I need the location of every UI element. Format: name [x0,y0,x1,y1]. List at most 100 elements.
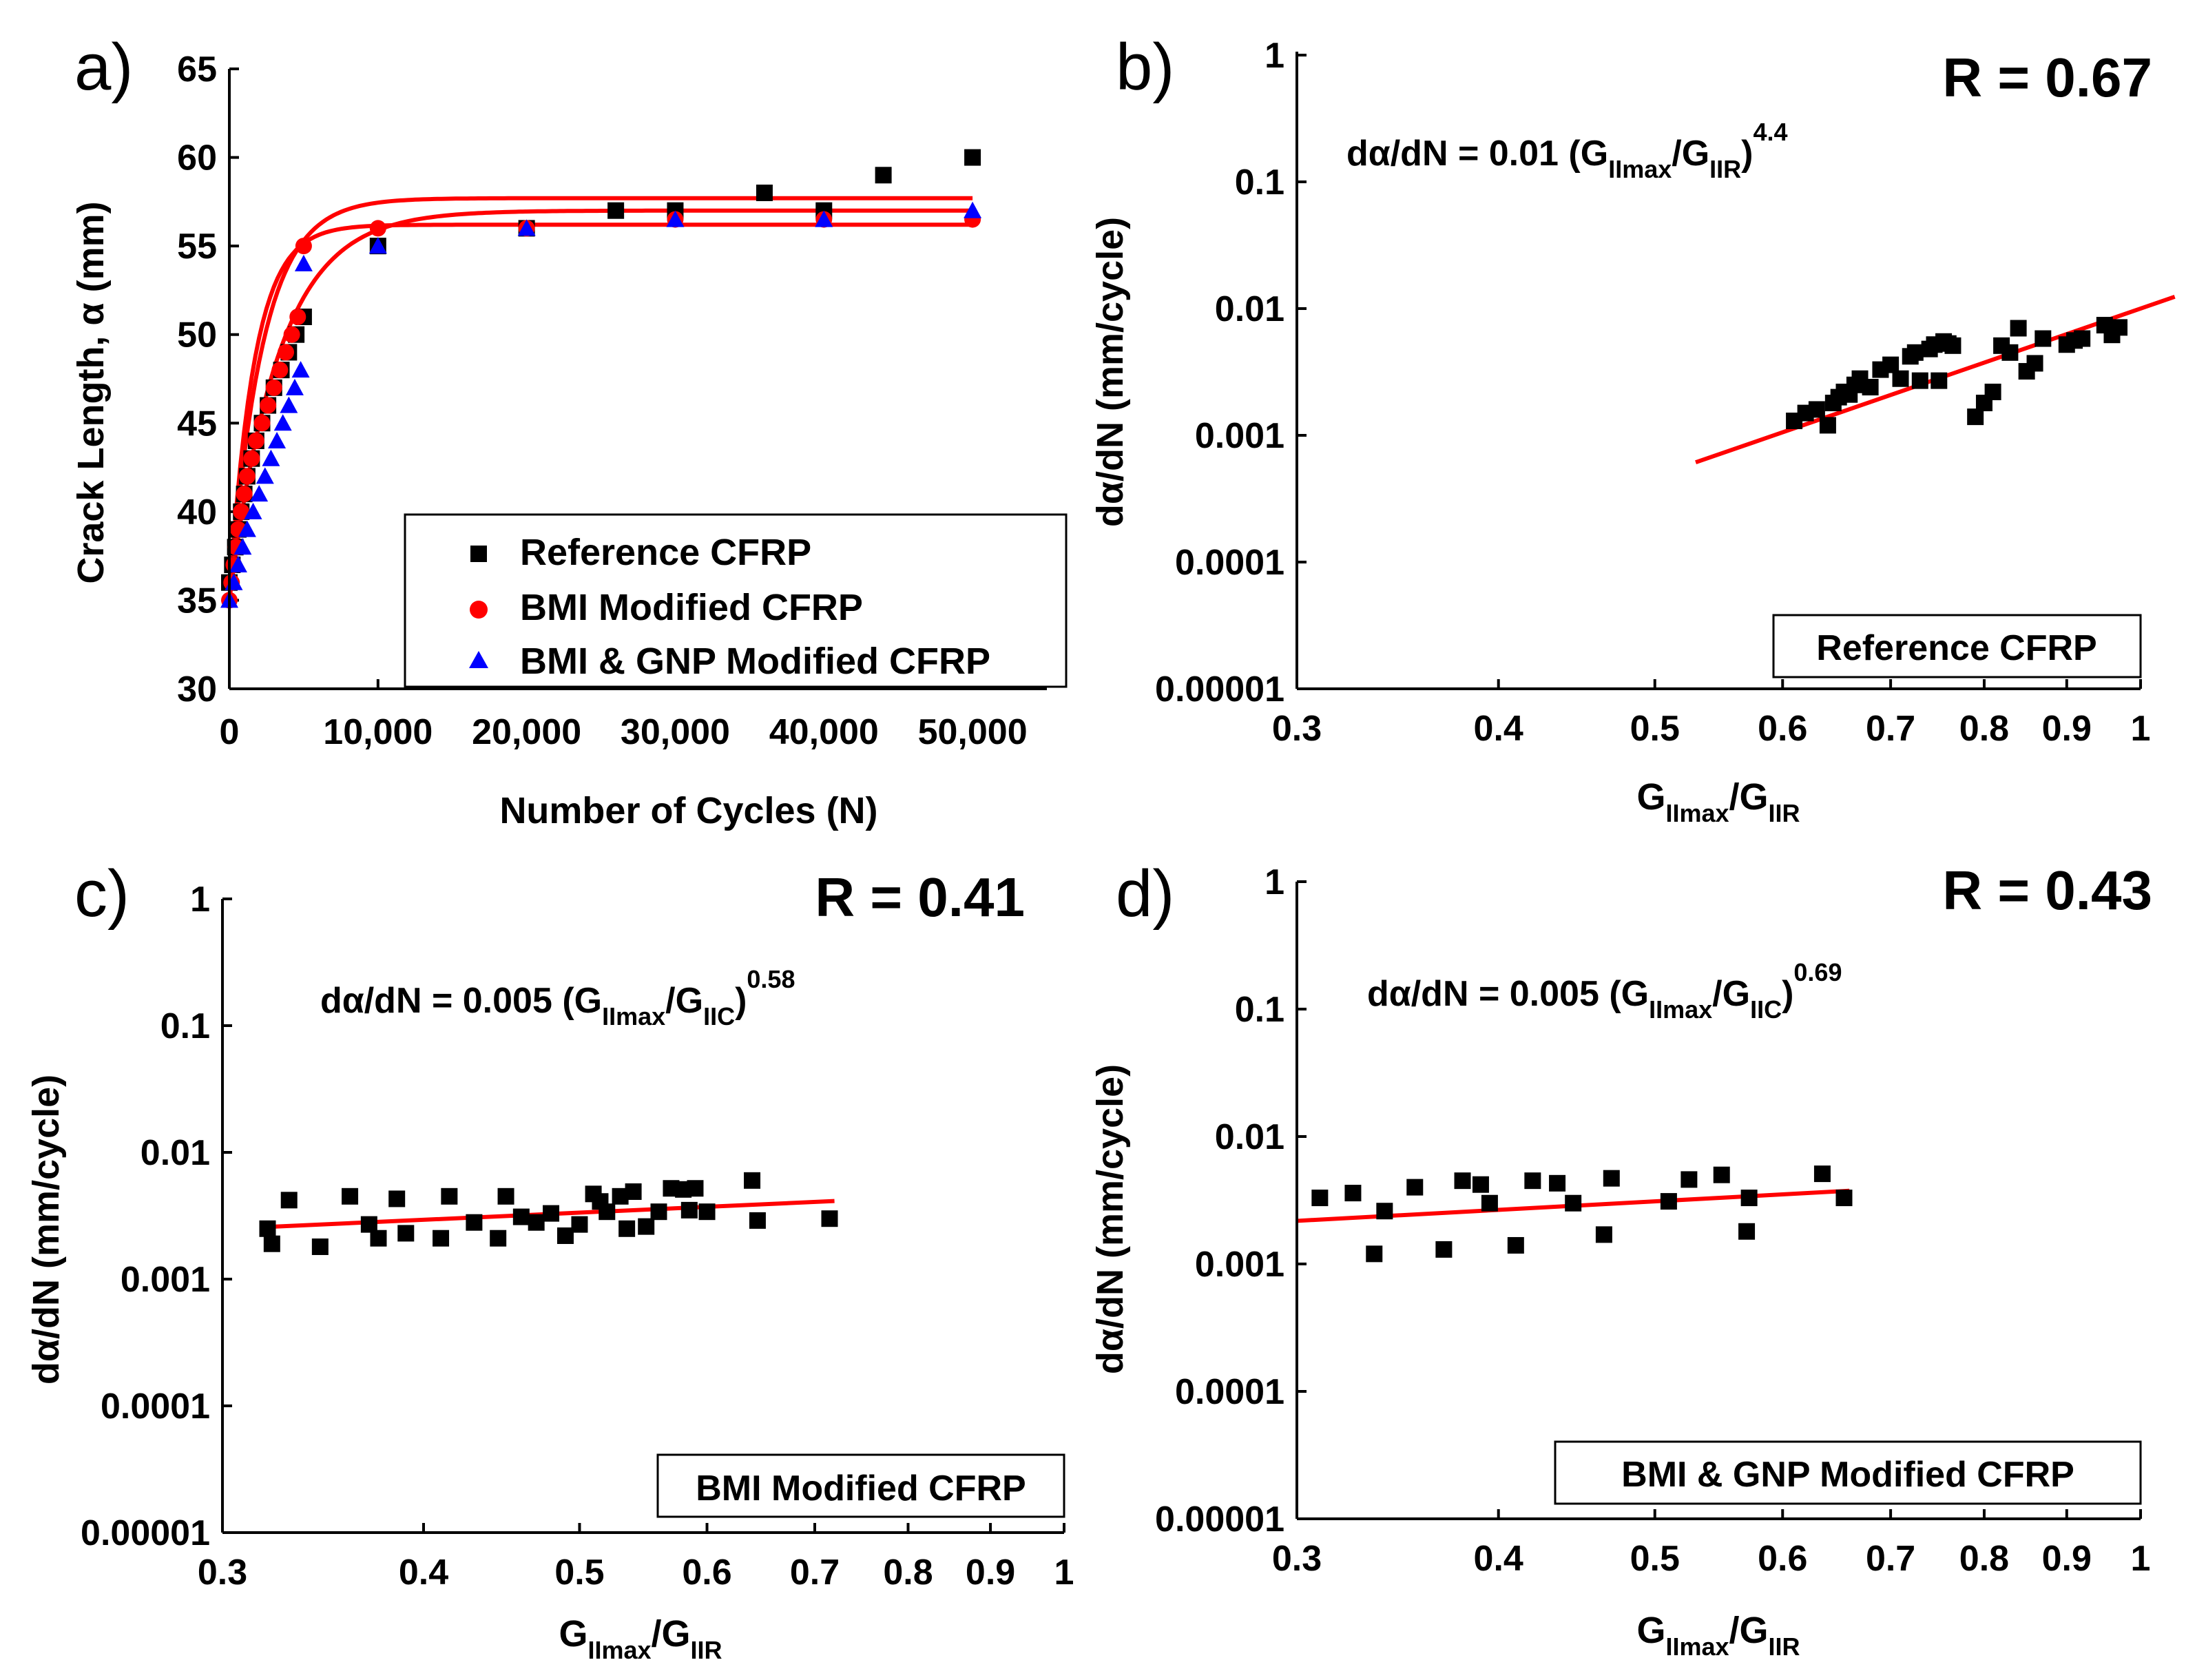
data-point [680,1201,698,1218]
panel-a-chart: a) 30 35 40 45 50 55 60 65 0 10,000 20,000 30,000 4… [70,30,1068,831]
x-tick-label: 0.3 [1272,709,1322,749]
data-point [964,201,982,218]
data-point [638,1218,655,1235]
legend-marker-square [470,546,487,562]
legend-marker-circle [470,601,488,619]
panel-c-series-box [656,1453,1065,1518]
panel-a-label: a) [74,30,133,104]
data-point [1406,1179,1424,1196]
y-tick-label: 0.1 [1235,990,1284,1030]
panel-a-legend: Reference CFRP BMI Modified CFRP BMI & G… [404,513,1068,688]
data-point [2111,319,2128,336]
data-point [1565,1194,1582,1212]
data-point [1376,1203,1393,1220]
data-point [243,450,260,467]
data-point [291,361,310,378]
data-point [229,556,247,572]
y-tick-label: 0.1 [160,1006,210,1046]
x-tick-label: 0.4 [1474,1539,1523,1579]
panel-b-y-title: dα/dN (mm/cycle) [1090,217,1131,527]
y-tick-label: 0.0001 [101,1387,210,1427]
panel-b-series-label: Reference CFRP [1816,628,2096,668]
x-tick-label: 0.4 [399,1553,448,1593]
y-tick-label: 65 [177,50,217,90]
x-tick-label: 0.4 [1474,709,1523,749]
panel-d-series-label: BMI & GNP Modified CFRP [1621,1455,2074,1495]
data-point [294,254,313,271]
data-point [265,379,282,396]
data-point [2074,330,2091,347]
data-point [271,362,289,379]
data-point [1435,1241,1453,1258]
panel-c-y-title: dα/dN (mm/cycle) [25,1075,67,1385]
y-tick-label: 40 [177,492,217,532]
data-point [260,397,277,414]
data-point [1454,1172,1471,1190]
x-tick-label: 0.7 [1866,709,1915,749]
x-tick-label: 0.6 [1758,709,1807,749]
data-point [1906,344,1924,361]
data-point [295,238,312,255]
panel-a-x-title: Number of Cycles (N) [499,790,877,831]
data-point [2001,344,2019,361]
x-tick-label: 0.7 [1866,1539,1915,1579]
data-point [1472,1176,1489,1193]
data-point [1740,1190,1758,1207]
panel-c-x-title: GIImax/GIIR [559,1613,722,1664]
x-tick-label: 1 [2131,709,2151,749]
data-point [2035,330,2052,347]
x-tick-label: 50,000 [918,712,1028,752]
data-point [821,1210,838,1227]
data-point [1507,1236,1524,1254]
data-point [618,1220,636,1237]
y-tick-label: 0.0001 [1175,543,1284,583]
panel-d-chart: d) R = 0.43 dα/dN = 0.005 (GIImax/GIIC)0… [1090,857,2152,1661]
x-tick-label: 10,000 [323,712,433,752]
data-point [388,1190,406,1207]
data-point [233,503,250,520]
data-point [253,415,271,432]
data-point [433,1230,450,1247]
panel-d-x-title: GIImax/GIIR [1636,1610,1800,1661]
data-point [528,1214,545,1231]
data-point [283,326,300,343]
x-tick-label: 0.5 [1630,709,1680,749]
y-tick-label: 55 [177,227,217,267]
panel-b-r-value: R = 0.67 [1942,47,2152,108]
y-tick-label: 0.01 [1215,289,1284,329]
x-tick-label: 0.8 [883,1553,933,1593]
x-tick-label: 40,000 [769,712,879,752]
data-point [1603,1170,1620,1187]
y-tick-label: 1 [1265,862,1284,902]
data-point [268,432,287,448]
y-tick-label: 0.00001 [1155,1500,1284,1539]
y-tick-label: 0.001 [121,1260,210,1300]
data-point [273,414,292,431]
data-point [1911,372,1928,389]
y-tick-label: 0.0001 [1175,1372,1284,1412]
panel-c-chart: c) R = 0.41 dα/dN = 0.005 (GIImax/GIIC)0… [25,857,1074,1664]
data-point [360,1216,377,1233]
data-point [1738,1223,1756,1240]
x-tick-label: 0.6 [1758,1539,1807,1579]
x-tick-label: 0.5 [1630,1539,1680,1579]
fit-curve [227,222,973,601]
data-point [280,1192,298,1209]
panel-a-y-title: Crack Length, α (mm) [70,201,112,583]
legend-item-reference: Reference CFRP [520,532,811,573]
data-point [466,1214,483,1231]
data-point [556,1227,574,1244]
panel-b-equation: dα/dN = 0.01 (GIImax/GIIR)4.4 [1346,118,1788,183]
y-tick-label: 1 [190,880,210,920]
x-tick-label: 0.9 [2042,1539,2092,1579]
x-tick-label: 1 [1054,1553,1074,1593]
data-point [1713,1166,1730,1183]
data-point [441,1188,458,1205]
data-point [1549,1174,1566,1192]
data-point [1819,417,1836,434]
data-point [285,378,304,395]
x-tick-label: 20,000 [472,712,581,752]
y-tick-label: 35 [177,581,217,621]
data-point [1967,408,1984,426]
x-tick-label: 1 [2131,1539,2151,1579]
